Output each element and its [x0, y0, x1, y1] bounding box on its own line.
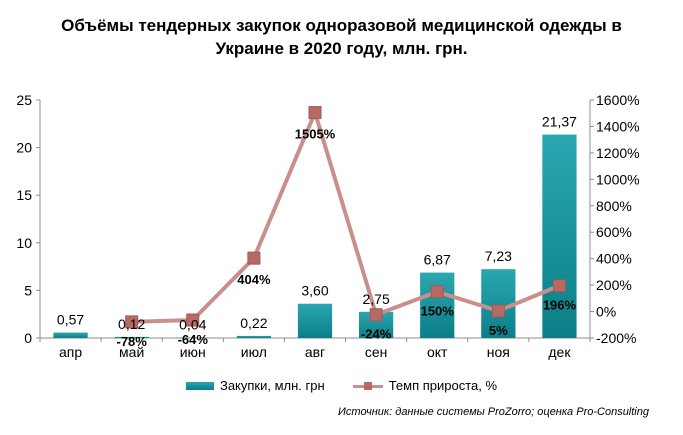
growth-marker	[491, 304, 505, 318]
bar-value-label: 0,57	[57, 312, 84, 328]
growth-value-label: -64%	[178, 332, 209, 347]
y-left-tick-label: 20	[16, 140, 32, 156]
y-right-tick-label: -200%	[596, 330, 636, 346]
bar	[481, 269, 516, 338]
bar-value-label: 0,22	[240, 315, 267, 331]
y-right-tick-label: 1200%	[596, 145, 640, 161]
growth-value-label: 150%	[421, 304, 455, 319]
growth-marker	[369, 308, 383, 322]
growth-marker	[430, 285, 444, 299]
bar	[297, 303, 333, 338]
x-tick-label: май	[119, 344, 144, 360]
y-left-tick-label: 5	[24, 282, 32, 298]
bar	[236, 335, 271, 338]
bar-value-label: 7,23	[485, 248, 512, 264]
chart-title-line-2: Украине в 2020 году, млн. грн.	[215, 39, 468, 58]
legend-item-line: Темп прироста, %	[352, 378, 498, 393]
bar	[53, 332, 88, 338]
bar-value-label: 21,37	[542, 114, 577, 130]
y-right-tick-label: 0%	[596, 304, 616, 320]
bar-value-label: 3,60	[301, 283, 328, 299]
y-right-tick-label: 400%	[596, 251, 632, 267]
growth-marker	[308, 106, 322, 120]
growth-value-label: -24%	[361, 327, 392, 342]
x-tick-label: июл	[241, 344, 267, 360]
chart-title: Объёмы тендерных закупок одноразовой мед…	[0, 14, 683, 60]
bar	[420, 272, 455, 338]
y-right-tick-label: 800%	[596, 198, 632, 214]
legend-item-bars: Закупки, млн. грн	[185, 378, 325, 393]
y-right-tick-label: 1600%	[596, 92, 640, 108]
legend-swatch-bars	[185, 381, 214, 390]
growth-value-label: 404%	[237, 272, 271, 287]
chart-legend: Закупки, млн. грн Темп прироста, %	[0, 378, 683, 393]
y-left-tick-label: 0	[24, 330, 32, 346]
y-left-tick-label: 10	[16, 235, 32, 251]
growth-value-label: 1505%	[295, 127, 336, 142]
legend-label-line: Темп прироста, %	[388, 378, 498, 393]
growth-marker	[247, 251, 261, 265]
legend-label-bars: Закупки, млн. грн	[219, 378, 325, 393]
y-right-tick-label: 600%	[596, 224, 632, 240]
x-tick-label: июн	[180, 344, 206, 360]
bar	[542, 134, 577, 338]
bar	[114, 336, 149, 338]
growth-value-label: 196%	[543, 298, 577, 313]
legend-swatch-line	[352, 381, 383, 391]
x-tick-label: ноя	[487, 344, 510, 360]
y-right-tick-label: 200%	[596, 277, 632, 293]
x-tick-label: дек	[548, 344, 571, 360]
y-left-tick-label: 15	[16, 187, 32, 203]
bar-value-label: 2,75	[362, 291, 389, 307]
y-right-tick-label: 1000%	[596, 171, 640, 187]
y-left-tick-label: 25	[16, 92, 32, 108]
growth-value-label: -78%	[116, 334, 147, 349]
growth-marker	[552, 279, 566, 293]
x-tick-label: окт	[427, 344, 448, 360]
growth-line	[131, 110, 561, 324]
source-note: Источник: данные системы ProZorro; оценк…	[338, 406, 649, 418]
x-tick-label: авг	[305, 344, 325, 360]
growth-value-label: 5%	[489, 323, 508, 338]
x-tick-label: сен	[365, 344, 388, 360]
growth-marker	[186, 313, 200, 327]
bar-value-label: 0,04	[179, 317, 206, 333]
bar-value-label: 0,12	[118, 316, 145, 332]
chart-title-line-1: Объёмы тендерных закупок одноразовой мед…	[61, 16, 622, 35]
y-right-tick-label: 1400%	[596, 118, 640, 134]
x-tick-label: апр	[59, 344, 82, 360]
growth-marker	[125, 315, 139, 329]
bar-value-label: 6,87	[424, 252, 451, 268]
